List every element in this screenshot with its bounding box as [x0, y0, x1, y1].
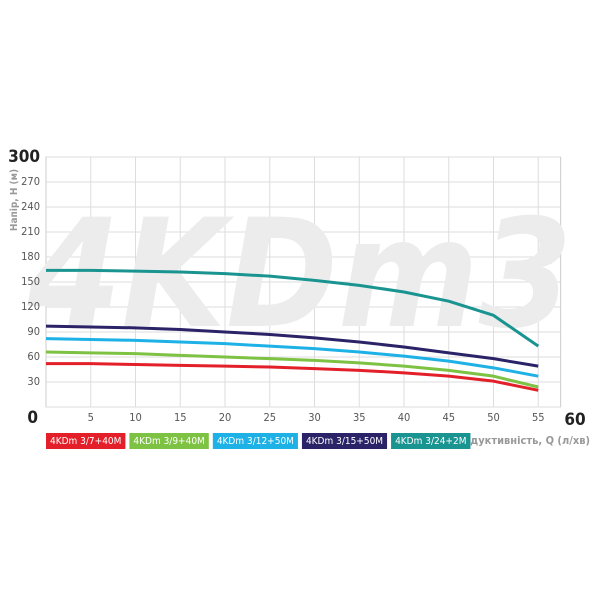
legend-item: 4KDm 3/9+40M — [129, 433, 209, 449]
x-tick-label: 15 — [174, 411, 187, 424]
series-line — [46, 268, 540, 348]
y-tick-label: 90 — [27, 325, 40, 338]
legend-label: 4KDm 3/9+40M — [133, 436, 204, 447]
series-line — [45, 324, 539, 368]
legend-swatch — [46, 433, 126, 449]
x-tick-label: 50 — [487, 411, 500, 424]
x-tick-label: 60 — [564, 410, 585, 430]
y-tick-label: 0 — [27, 408, 38, 428]
legend-label: 4KDm 3/24+2M — [395, 436, 466, 447]
y-tick-label: 60 — [27, 350, 40, 363]
x-tick-label: 20 — [219, 411, 232, 424]
y-tick-label: 180 — [21, 250, 40, 263]
y-axis-label: Напір, H (м) — [9, 169, 20, 231]
legend-item: 4KDm 3/12+50M — [212, 433, 298, 449]
y-tick-label: 240 — [21, 200, 40, 213]
y-tick-label: 120 — [21, 300, 40, 313]
x-tick-label: 40 — [398, 411, 411, 424]
y-tick-label: 270 — [21, 175, 40, 188]
series-line — [45, 350, 539, 389]
x-tick-label: 25 — [263, 411, 276, 424]
watermark: 4KDm3 — [26, 188, 572, 362]
x-axis-label: Продуктивність, Q (л/хв) — [448, 434, 590, 447]
legend-label: 4KDm 3/7+40M — [50, 436, 121, 447]
legend-label: 4KDm 3/12+50M — [217, 436, 294, 447]
y-tick-label: 210 — [21, 225, 40, 238]
x-tick-label: 10 — [129, 411, 142, 424]
series-line — [45, 337, 539, 378]
y-tick-label: 30 — [27, 375, 40, 388]
x-tick-label: 30 — [308, 411, 321, 424]
legend-item: 4KDm 3/15+50M — [301, 433, 388, 449]
y-tick-label: 300 — [8, 147, 40, 167]
legend-item: 4KDm 3/24+2M — [391, 433, 471, 449]
y-tick-label: 150 — [21, 275, 40, 288]
x-tick-label: 5 — [88, 411, 94, 424]
series-line — [46, 362, 539, 392]
x-tick-label: 55 — [532, 411, 545, 424]
x-tick-label: 45 — [442, 411, 455, 424]
legend-swatch — [301, 433, 388, 449]
x-tick-label: 35 — [353, 411, 366, 424]
legend-swatch — [129, 433, 209, 449]
legend-swatch — [391, 433, 471, 449]
legend-swatch — [212, 433, 298, 449]
legend-label: 4KDm 3/15+50M — [306, 436, 383, 447]
legend-item: 4KDm 3/7+40M — [46, 433, 126, 449]
